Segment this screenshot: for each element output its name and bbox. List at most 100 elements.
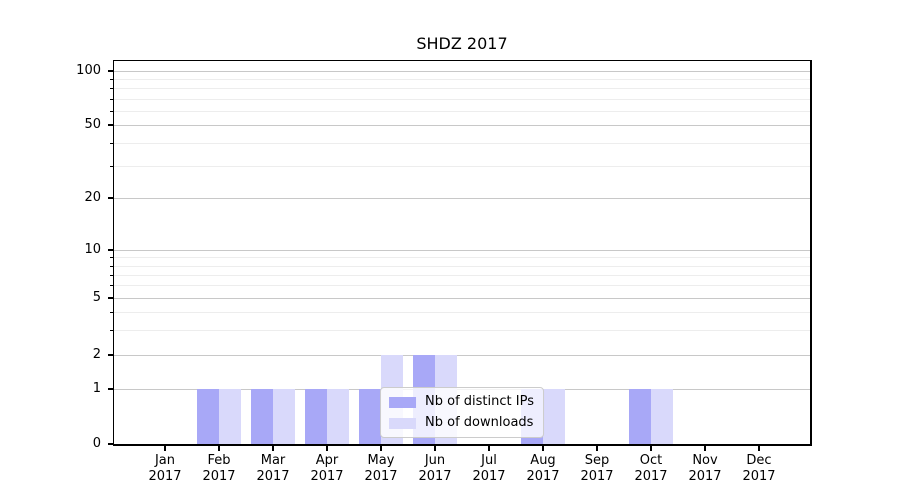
x-tick-label-month: Jun bbox=[424, 453, 446, 468]
x-tick-label-jul: Jul 2017 bbox=[457, 453, 521, 484]
y-tick-0 bbox=[108, 443, 113, 445]
gridline-major-5 bbox=[114, 298, 810, 299]
x-tick-label-month: Jan bbox=[154, 453, 176, 468]
bar-ips-oct bbox=[629, 389, 651, 444]
y-tick-2 bbox=[108, 354, 113, 356]
gridline-major-2 bbox=[114, 355, 810, 356]
bar-ips-feb bbox=[197, 389, 219, 444]
gridline-major-100 bbox=[114, 71, 810, 72]
x-tick-feb bbox=[218, 445, 220, 451]
y-tick-label-1: 1 bbox=[92, 381, 101, 396]
x-tick-label-sep: Sep 2017 bbox=[565, 453, 629, 484]
gridline-major-20 bbox=[114, 198, 810, 199]
gridline-minor-70 bbox=[114, 98, 810, 100]
x-tick-label-oct: Oct 2017 bbox=[619, 453, 683, 484]
y-minor-tick-8 bbox=[110, 265, 113, 267]
x-tick-label-mar: Mar 2017 bbox=[241, 453, 305, 484]
legend-swatch-downloads bbox=[389, 417, 417, 429]
bar-downloads-feb bbox=[219, 389, 241, 444]
x-tick-label-month: Mar bbox=[260, 453, 286, 468]
x-tick-label-year: 2017 bbox=[364, 468, 398, 484]
x-tick-may bbox=[380, 445, 382, 451]
bar-downloads-apr bbox=[327, 389, 349, 444]
x-tick-label-jan: Jan 2017 bbox=[133, 453, 197, 484]
x-tick-jun bbox=[434, 445, 436, 451]
x-tick-label-dec: Dec 2017 bbox=[727, 453, 791, 484]
y-minor-tick-30 bbox=[110, 165, 113, 167]
y-minor-tick-70 bbox=[110, 98, 113, 100]
x-tick-label-month: May bbox=[367, 453, 395, 468]
gridline-minor-30 bbox=[114, 165, 810, 167]
gridline-major-10 bbox=[114, 250, 810, 251]
x-tick-oct bbox=[650, 445, 652, 451]
gridline-minor-80 bbox=[114, 88, 810, 90]
bar-downloads-mar bbox=[273, 389, 295, 444]
y-axis: 0 1 2 5 10 20 50 100 bbox=[0, 61, 113, 451]
gridline-minor-90 bbox=[114, 79, 810, 81]
x-tick-label-month: Oct bbox=[639, 453, 663, 468]
y-tick-100 bbox=[108, 70, 113, 72]
bar-downloads-oct bbox=[651, 389, 673, 444]
x-tick-label-month: Nov bbox=[692, 453, 718, 468]
y-minor-tick-4 bbox=[110, 311, 113, 313]
legend-label-downloads: Nb of downloads bbox=[425, 415, 534, 430]
x-tick-aug bbox=[542, 445, 544, 451]
x-tick-sep bbox=[596, 445, 598, 451]
x-tick-label-apr: Apr 2017 bbox=[295, 453, 359, 484]
y-minor-tick-7 bbox=[110, 274, 113, 276]
gridline-minor-4 bbox=[114, 311, 810, 313]
gridline-minor-8 bbox=[114, 265, 810, 267]
y-minor-tick-3 bbox=[110, 329, 113, 331]
axis-spine-right bbox=[810, 59, 812, 446]
y-tick-label-100: 100 bbox=[76, 63, 101, 78]
gridline-major-50 bbox=[114, 125, 810, 126]
axis-spine-top bbox=[112, 59, 812, 61]
x-tick-label-year: 2017 bbox=[742, 468, 776, 484]
x-tick-nov bbox=[704, 445, 706, 451]
x-tick-label-jun: Jun 2017 bbox=[403, 453, 467, 484]
axis-spine-bottom bbox=[112, 444, 812, 446]
bar-ips-mar bbox=[251, 389, 273, 444]
y-tick-label-50: 50 bbox=[84, 117, 101, 132]
legend-entry-distinct-ips: Nb of distinct IPs bbox=[389, 394, 534, 410]
x-tick-label-year: 2017 bbox=[580, 468, 614, 484]
gridline-minor-3 bbox=[114, 329, 810, 331]
axis-spine-left bbox=[112, 59, 114, 446]
y-tick-50 bbox=[108, 124, 113, 126]
y-tick-20 bbox=[108, 197, 113, 199]
y-tick-label-0: 0 bbox=[92, 436, 101, 451]
x-tick-label-year: 2017 bbox=[526, 468, 560, 484]
gridline-minor-40 bbox=[114, 142, 810, 144]
x-tick-label-year: 2017 bbox=[148, 468, 182, 484]
x-tick-label-month: Sep bbox=[584, 453, 610, 468]
x-tick-label-may: May 2017 bbox=[349, 453, 413, 484]
x-tick-label-year: 2017 bbox=[688, 468, 722, 484]
x-tick-label-year: 2017 bbox=[310, 468, 344, 484]
gridline-minor-9 bbox=[114, 257, 810, 259]
legend-swatch-distinct-ips bbox=[389, 396, 417, 408]
chart-title: SHDZ 2017 bbox=[416, 34, 508, 53]
x-tick-label-month: Feb bbox=[207, 453, 231, 468]
x-tick-label-year: 2017 bbox=[472, 468, 506, 484]
y-minor-tick-40 bbox=[110, 142, 113, 144]
y-minor-tick-9 bbox=[110, 257, 113, 259]
legend-entry-downloads: Nb of downloads bbox=[389, 415, 534, 431]
y-tick-label-2: 2 bbox=[92, 347, 101, 362]
x-tick-label-month: Aug bbox=[530, 453, 556, 468]
y-minor-tick-80 bbox=[110, 88, 113, 90]
y-tick-label-5: 5 bbox=[92, 290, 101, 305]
bar-downloads-aug bbox=[543, 389, 565, 444]
x-tick-label-month: Apr bbox=[315, 453, 339, 468]
x-tick-label-aug: Aug 2017 bbox=[511, 453, 575, 484]
x-tick-mar bbox=[272, 445, 274, 451]
y-tick-10 bbox=[108, 249, 113, 251]
x-tick-label-year: 2017 bbox=[418, 468, 452, 484]
x-tick-label-year: 2017 bbox=[256, 468, 290, 484]
y-minor-tick-90 bbox=[110, 79, 113, 81]
x-tick-label-nov: Nov 2017 bbox=[673, 453, 737, 484]
y-minor-tick-60 bbox=[110, 110, 113, 112]
gridline-minor-6 bbox=[114, 285, 810, 287]
y-tick-label-20: 20 bbox=[84, 190, 101, 205]
y-tick-label-10: 10 bbox=[84, 242, 101, 257]
legend-label-distinct-ips: Nb of distinct IPs bbox=[425, 394, 534, 409]
